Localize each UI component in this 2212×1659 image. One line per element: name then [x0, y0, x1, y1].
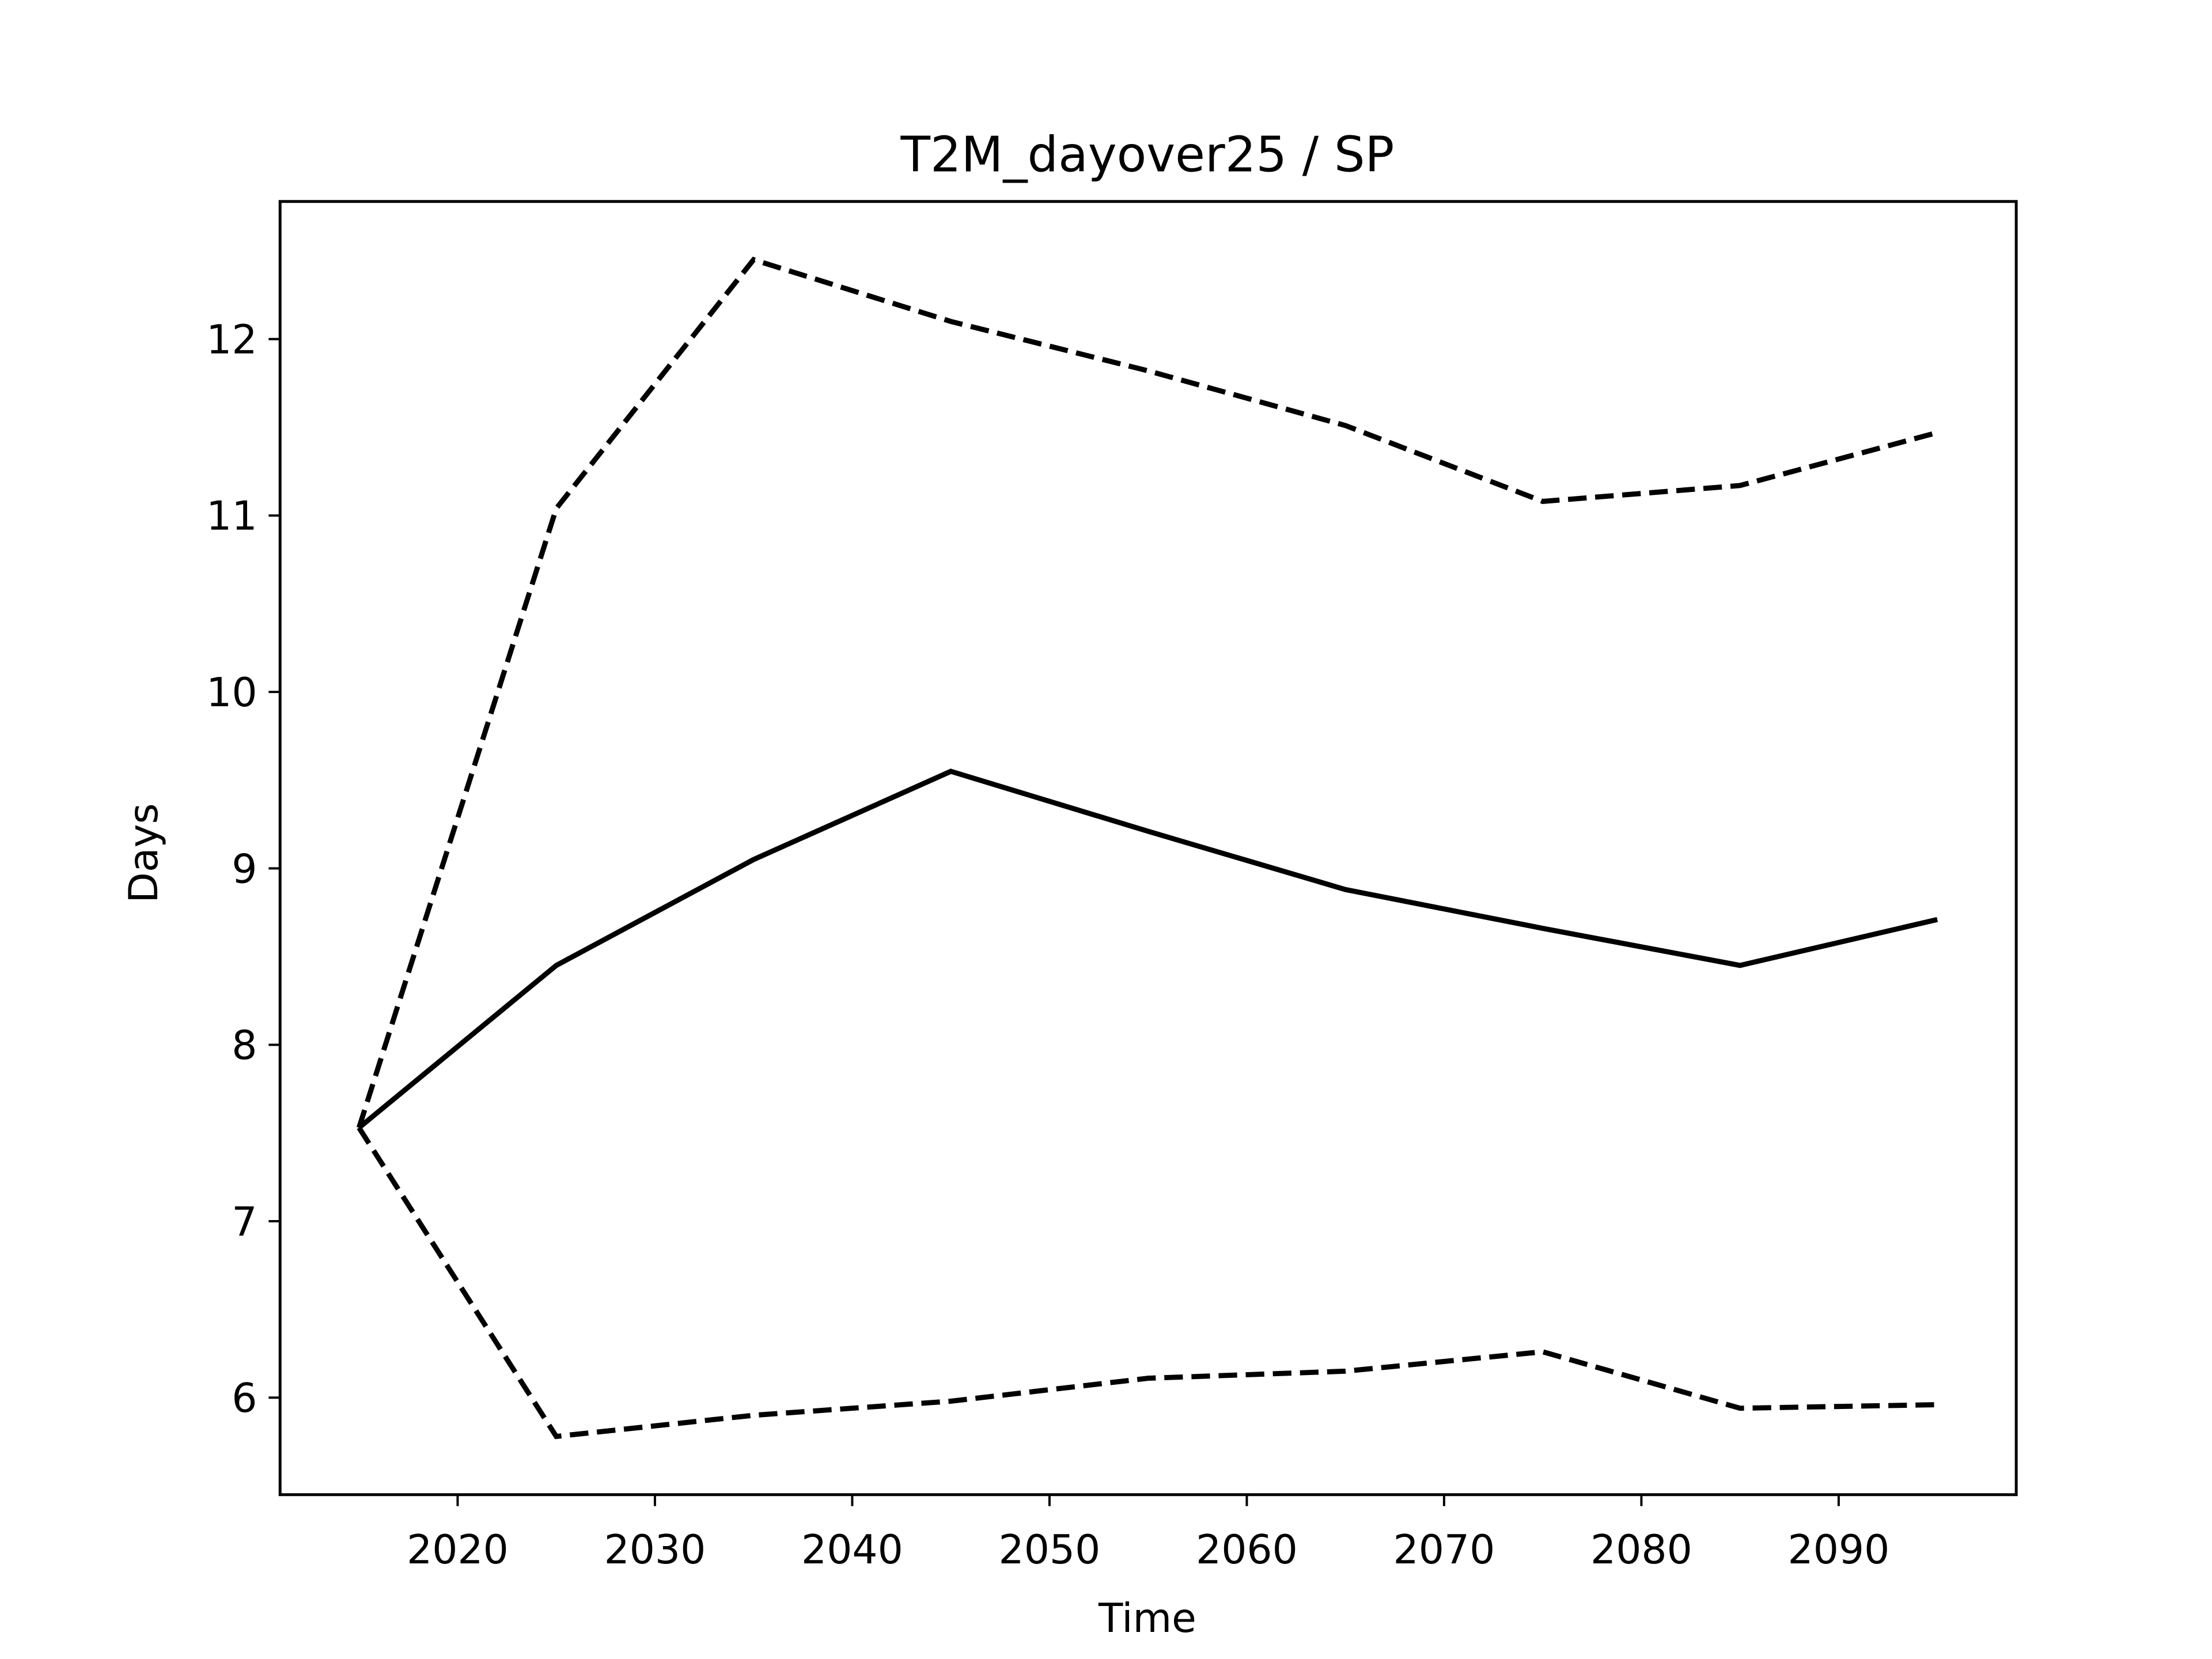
y-tick-label: 12: [206, 317, 257, 363]
chart-title: T2M_dayover25 / SP: [900, 127, 1394, 183]
plot-frame: [278, 200, 2018, 1497]
y-tick-label: 10: [206, 670, 257, 716]
y-tick-label: 8: [232, 1023, 257, 1069]
x-tick-label: 2080: [1590, 1527, 1692, 1573]
y-tick-label: 11: [206, 494, 257, 540]
x-tick-label: 2030: [604, 1527, 706, 1573]
x-tick-label: 2060: [1196, 1527, 1298, 1573]
y-tick-label: 6: [232, 1376, 257, 1422]
x-tick-label: 2070: [1393, 1527, 1495, 1573]
x-axis-label: Time: [1098, 1596, 1196, 1642]
x-tick-label: 2040: [801, 1527, 903, 1573]
x-tick-label: 2050: [999, 1527, 1101, 1573]
series-line: [357, 768, 1938, 1130]
series-line: [357, 1126, 1938, 1440]
y-tick-label: 9: [232, 846, 257, 892]
y-tick-label: 7: [232, 1199, 257, 1245]
x-tick-label: 2090: [1788, 1527, 1890, 1573]
x-tick-label: 2020: [407, 1527, 509, 1573]
y-axis-label: Days: [121, 803, 167, 903]
